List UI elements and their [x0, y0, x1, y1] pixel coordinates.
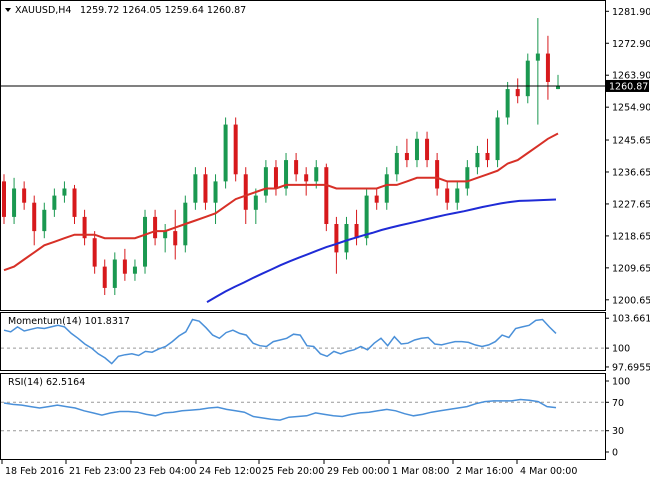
candle-body [475, 152, 480, 168]
candle-body [294, 160, 299, 175]
price-tick-label: 1218.65 [612, 231, 650, 242]
candle-body [535, 53, 540, 61]
candle-body [253, 195, 258, 210]
candle-body [193, 174, 198, 203]
candle-body [384, 174, 389, 203]
candle-body [12, 188, 17, 217]
momentum-panel-frame [0, 312, 606, 371]
x-tick-label: 2 Mar 16:00 [456, 466, 513, 477]
candle-body [455, 188, 460, 203]
candle-body [173, 231, 178, 246]
candle-body [203, 174, 208, 203]
candle-body [213, 181, 218, 203]
main-panel-frame [0, 0, 606, 311]
candle-body [82, 216, 87, 239]
candle-body [495, 117, 500, 161]
rsi-tick-label: 0 [612, 448, 618, 459]
candle-body [556, 85, 560, 90]
candle-body [324, 167, 329, 225]
candle-body [344, 224, 349, 253]
candle-body [364, 195, 369, 239]
candle-body [414, 138, 419, 161]
current-price-box [606, 79, 649, 92]
x-tick-label: 25 Feb 20:00 [262, 466, 324, 477]
candle-body [22, 188, 27, 203]
price-tick-label: 1263.90 [612, 71, 650, 82]
price-tick-label: 1200.65 [612, 295, 650, 306]
candle-body [62, 188, 67, 196]
rsi-tick-label: 30 [612, 426, 624, 437]
price-tick-label: 1236.65 [612, 167, 650, 178]
candle-body [314, 167, 319, 182]
candle-body [102, 266, 107, 288]
candle-body [163, 231, 168, 239]
candle-body [354, 224, 359, 239]
price-tick-label: 1245.65 [612, 136, 650, 147]
momentum-tick-label: 103.6612 [612, 314, 650, 325]
candle-body [273, 167, 278, 189]
rsi-plot [1, 398, 604, 432]
collapse-triangle-icon[interactable] [5, 8, 11, 12]
price-tick-label: 1254.90 [612, 103, 650, 114]
candle-body [122, 259, 127, 274]
ohlc-label: 1259.72 1264.05 1259.64 1260.87 [80, 5, 246, 16]
x-tick-label: 29 Feb 00:00 [327, 466, 389, 477]
candle-body [425, 138, 430, 161]
price-tick-label: 1281.90 [612, 7, 650, 18]
candle-body [485, 152, 490, 161]
price-tick-label: 1272.90 [612, 39, 650, 50]
candle-body [153, 216, 158, 239]
rsi-tick-label: 70 [612, 398, 624, 409]
candle-body [72, 188, 77, 217]
x-tick-label: 21 Feb 23:00 [69, 466, 131, 477]
candle-body [112, 259, 117, 288]
candle-body [445, 188, 450, 203]
x-tick-label: 1 Mar 08:00 [392, 466, 449, 477]
candle-body [334, 224, 339, 253]
candle-body [52, 195, 57, 210]
x-tick-label: 23 Feb 04:00 [134, 466, 196, 477]
candle-body [42, 209, 47, 232]
x-tick-label: 24 Feb 12:00 [199, 466, 261, 477]
momentum-tick-label: 97.6955 [612, 362, 650, 373]
x-tick-label: 18 Feb 2016 [5, 466, 64, 477]
candle-body [465, 167, 470, 189]
candle-body [404, 152, 409, 161]
candle-body [284, 160, 289, 189]
rsi-line [3, 398, 557, 421]
candle-body [92, 238, 97, 267]
axes: 1281.90 1272.90 1263.90 1254.90 1245.65 1236.… [1, 7, 650, 477]
candle-body [233, 124, 238, 175]
candle-body [515, 89, 520, 97]
momentum-line [3, 318, 557, 365]
candle-body [505, 89, 510, 118]
candle-body [263, 167, 268, 196]
candle-body [223, 124, 228, 182]
sma-short-line [3, 132, 559, 272]
candle-body [525, 60, 530, 97]
price-tick-label: 1227.65 [612, 199, 650, 210]
momentum-plot [1, 318, 604, 365]
x-tick-label: 4 Mar 00:00 [520, 466, 577, 477]
candle-body [132, 266, 137, 274]
momentum-tick-label: 100 [612, 344, 630, 355]
candle-body [243, 174, 248, 210]
momentum-label: Momentum(14) 101.8317 [8, 316, 130, 327]
current-price-label: 1260.87 [609, 81, 648, 92]
candle-body [32, 202, 37, 232]
price-tick-label: 1209.65 [612, 263, 650, 274]
rsi-tick-label: 100 [612, 377, 630, 388]
candle-body [435, 160, 440, 189]
candle-body [394, 152, 399, 175]
main-plot [1, 18, 606, 303]
rsi-label: RSI(14) 62.5164 [8, 377, 85, 388]
symbol-label: XAUUSD,H4 [15, 5, 71, 16]
candle-body [374, 195, 379, 203]
candle-body [304, 174, 309, 182]
candle-body [545, 53, 550, 82]
candle-body [143, 216, 148, 267]
sma-long-line [206, 198, 557, 303]
candle-body [2, 181, 6, 217]
